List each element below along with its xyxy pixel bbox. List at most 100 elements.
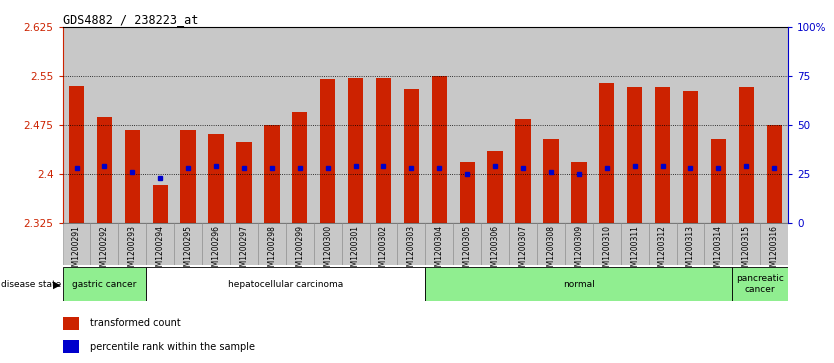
Bar <box>314 27 342 223</box>
Bar <box>69 86 84 223</box>
Bar <box>565 223 593 265</box>
Bar <box>565 27 593 223</box>
Bar <box>649 223 676 265</box>
Text: hepatocellular carcinoma: hepatocellular carcinoma <box>229 280 344 289</box>
Bar <box>376 78 391 223</box>
Text: GSM1200305: GSM1200305 <box>463 225 472 277</box>
Bar <box>739 87 754 223</box>
Text: GSM1200303: GSM1200303 <box>407 225 416 277</box>
Text: GSM1200292: GSM1200292 <box>100 225 109 276</box>
Bar <box>63 317 78 330</box>
Bar <box>314 223 342 265</box>
Bar <box>342 27 369 223</box>
Bar <box>286 27 314 223</box>
Bar <box>460 163 475 223</box>
Bar <box>124 130 140 223</box>
Bar <box>683 91 698 223</box>
Bar <box>732 27 761 223</box>
Text: GSM1200308: GSM1200308 <box>546 225 555 276</box>
Bar <box>593 27 620 223</box>
Bar <box>425 223 453 265</box>
Text: GSM1200315: GSM1200315 <box>741 225 751 276</box>
Bar <box>230 27 258 223</box>
Bar <box>593 223 620 265</box>
Text: GSM1200291: GSM1200291 <box>72 225 81 276</box>
Bar <box>258 223 286 265</box>
Text: GSM1200294: GSM1200294 <box>156 225 165 276</box>
Bar <box>174 223 202 265</box>
Bar <box>118 27 146 223</box>
Text: ▶: ▶ <box>53 280 60 290</box>
Bar <box>432 76 447 223</box>
Bar <box>63 27 90 223</box>
Bar <box>398 223 425 265</box>
Text: GSM1200307: GSM1200307 <box>519 225 528 277</box>
Bar <box>348 78 364 223</box>
Bar <box>620 223 649 265</box>
Bar <box>732 223 761 265</box>
Bar <box>761 223 788 265</box>
Text: disease state: disease state <box>1 281 61 289</box>
Text: GSM1200304: GSM1200304 <box>435 225 444 277</box>
Bar <box>515 119 530 223</box>
Bar <box>599 83 615 223</box>
Text: GDS4882 / 238223_at: GDS4882 / 238223_at <box>63 13 198 26</box>
Bar <box>63 267 146 301</box>
Bar <box>425 27 453 223</box>
Text: GSM1200295: GSM1200295 <box>183 225 193 276</box>
Bar <box>537 223 565 265</box>
Bar <box>655 87 671 223</box>
Text: GSM1200301: GSM1200301 <box>351 225 360 276</box>
Bar <box>676 27 705 223</box>
Text: GSM1200300: GSM1200300 <box>323 225 332 277</box>
Bar <box>761 27 788 223</box>
Bar <box>230 223 258 265</box>
Bar <box>202 223 230 265</box>
Bar <box>537 27 565 223</box>
Bar <box>146 223 174 265</box>
Bar <box>705 223 732 265</box>
Bar <box>620 27 649 223</box>
Text: pancreatic
cancer: pancreatic cancer <box>736 274 784 294</box>
Text: GSM1200311: GSM1200311 <box>631 225 639 276</box>
Bar <box>766 125 781 223</box>
Text: GSM1200316: GSM1200316 <box>770 225 779 276</box>
Bar <box>369 223 398 265</box>
Bar <box>146 267 425 301</box>
Bar <box>153 185 168 223</box>
Bar <box>174 27 202 223</box>
Bar <box>487 151 503 223</box>
Bar <box>264 125 279 223</box>
Bar <box>676 223 705 265</box>
Bar <box>425 267 732 301</box>
Bar <box>509 223 537 265</box>
Bar <box>342 223 369 265</box>
Bar <box>90 223 118 265</box>
Bar <box>90 27 118 223</box>
Text: normal: normal <box>563 280 595 289</box>
Bar <box>649 27 676 223</box>
Bar <box>509 27 537 223</box>
Bar <box>63 340 78 353</box>
Text: GSM1200309: GSM1200309 <box>575 225 583 277</box>
Bar <box>453 223 481 265</box>
Bar <box>711 139 726 223</box>
Bar <box>627 87 642 223</box>
Bar <box>292 112 308 223</box>
Bar <box>236 142 252 223</box>
Text: GSM1200312: GSM1200312 <box>658 225 667 276</box>
Bar <box>571 163 586 223</box>
Text: transformed count: transformed count <box>90 318 181 328</box>
Text: GSM1200297: GSM1200297 <box>239 225 249 276</box>
Bar <box>63 223 90 265</box>
Text: GSM1200299: GSM1200299 <box>295 225 304 276</box>
Bar <box>404 89 419 223</box>
Text: percentile rank within the sample: percentile rank within the sample <box>90 342 255 352</box>
Bar <box>258 27 286 223</box>
Bar <box>97 117 112 223</box>
Text: GSM1200298: GSM1200298 <box>268 225 276 276</box>
Bar <box>118 223 146 265</box>
Text: GSM1200306: GSM1200306 <box>490 225 500 277</box>
Bar <box>481 27 509 223</box>
Bar <box>320 79 335 223</box>
